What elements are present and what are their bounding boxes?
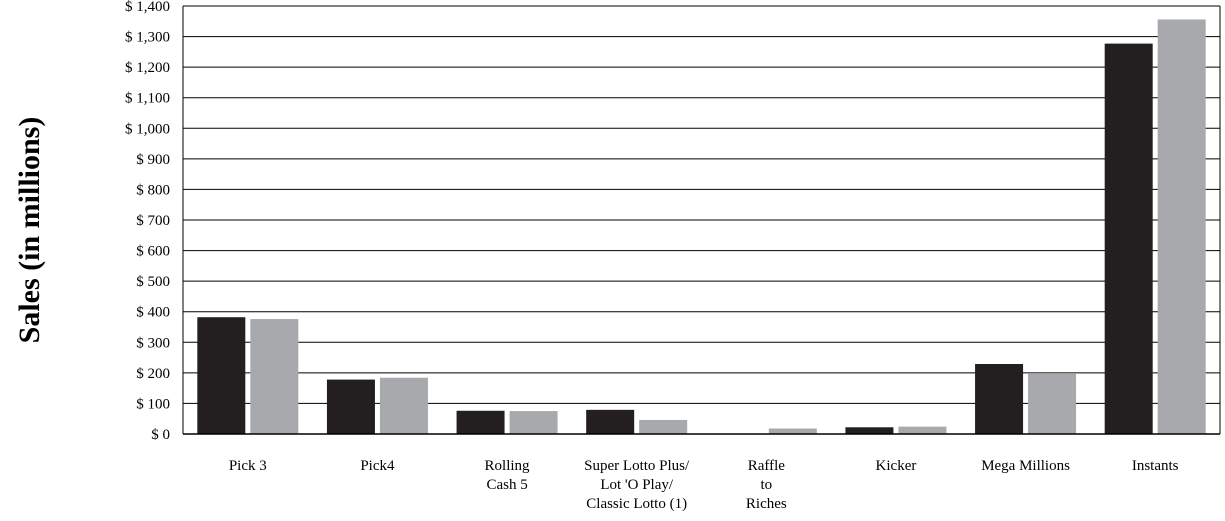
bar-series1-2 [456, 410, 505, 434]
y-tick-label: $ 1,100 [125, 91, 170, 107]
bar-series2-4 [768, 428, 817, 434]
bar-series2-1 [379, 377, 428, 434]
y-tick-label: $ 100 [136, 396, 170, 412]
category-label: Kicker [876, 458, 917, 474]
category-label-line: Pick 3 [229, 458, 267, 474]
category-label-line: Cash 5 [486, 477, 527, 493]
category-label: Pick4 [360, 458, 395, 474]
bar-series1-7 [1104, 43, 1153, 435]
category-label-line: Classic Lotto (1) [586, 496, 687, 512]
plot-frame [182, 6, 1221, 435]
bar-series2-6 [1028, 373, 1077, 434]
y-tick-label: $ 300 [136, 335, 170, 351]
category-label-line: Mega Millions [981, 458, 1070, 474]
y-tick-label: $ 1,300 [125, 30, 170, 46]
bar-series1-1 [326, 379, 375, 434]
category-label: Instants [1132, 458, 1179, 474]
category-label-line: Riches [746, 496, 787, 512]
y-tick-label: $ 900 [136, 152, 170, 168]
category-label-line: Raffle [748, 458, 786, 474]
bar-series2-7 [1157, 19, 1206, 435]
y-tick-label: $ 500 [136, 274, 170, 290]
category-label: Super Lotto Plus/Lot 'O Play/Classic Lot… [584, 458, 690, 512]
bar-series1-0 [197, 317, 246, 434]
bar-series2-3 [639, 419, 688, 434]
bar-series1-3 [586, 409, 635, 434]
category-label-line: to [760, 477, 772, 493]
gridlines [183, 5, 1220, 435]
bar-series2-2 [509, 411, 558, 434]
category-label-line: Lot 'O Play/ [600, 477, 674, 493]
category-label: Mega Millions [981, 458, 1070, 474]
y-tick-label: $ 1,000 [125, 121, 170, 137]
y-tick-label: $ 700 [136, 213, 170, 229]
category-label: Raffle to Riches [746, 458, 787, 512]
y-tick-label: $ 800 [136, 182, 170, 198]
bar-series1-6 [975, 363, 1024, 434]
category-label: Rolling Cash 5 [485, 458, 531, 493]
category-label: Pick 3 [229, 458, 267, 474]
category-label-line: Rolling [485, 458, 531, 474]
y-tick-label: $ 1,400 [125, 0, 170, 15]
y-tick-label: $ 0 [151, 427, 170, 443]
bar-series2-5 [898, 426, 947, 434]
category-label-line: Super Lotto Plus/ [584, 458, 690, 474]
bar-series2-0 [250, 319, 299, 434]
y-tick-label: $ 400 [136, 305, 170, 321]
category-label-line: Instants [1132, 458, 1179, 474]
category-labels: Pick 3 Pick4 Rolling Cash 5 Super Lotto Plus… [229, 458, 1179, 512]
category-label-line: Kicker [876, 458, 917, 474]
y-tick-label: $ 600 [136, 244, 170, 260]
y-tick-labels: $ 0 $ 100 $ 200 $ 300 $ 400 $ 500 $ 600 $ 700 $ … [125, 0, 170, 443]
y-tick-label: $ 200 [136, 366, 170, 382]
category-label-line: Pick4 [360, 458, 395, 474]
bars [197, 19, 1206, 435]
y-tick-label: $ 1,200 [125, 60, 170, 76]
bar-series1-5 [845, 427, 894, 434]
